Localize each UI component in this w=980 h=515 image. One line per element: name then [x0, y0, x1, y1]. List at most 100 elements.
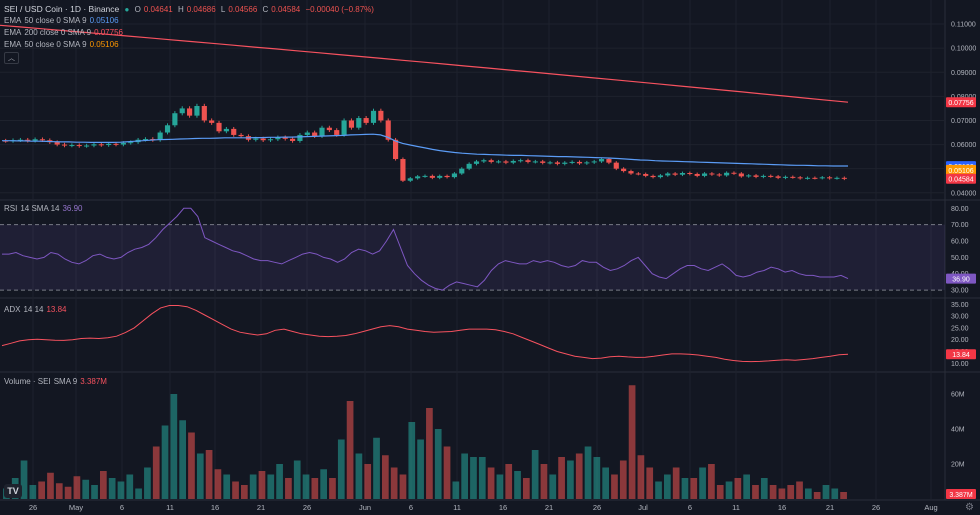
candle-body: [819, 177, 825, 179]
volume-bar: [108, 478, 116, 499]
adx-params: 14 14: [23, 305, 44, 314]
volume-bar: [364, 464, 372, 499]
volume-bar: [29, 485, 37, 499]
rsi-legend[interactable]: RSI 14 SMA 14 36.90: [4, 204, 86, 214]
candle-body: [613, 162, 619, 169]
volume-bar: [672, 467, 680, 499]
rsi-value: 36.90: [62, 204, 83, 213]
candle-body: [665, 173, 671, 176]
volume-bar: [381, 455, 389, 499]
volume-bar: [452, 481, 460, 499]
candle-body: [679, 173, 686, 175]
candle-body: [98, 144, 104, 146]
candle-body: [142, 139, 149, 141]
rsi-value-label: 36.90: [952, 277, 970, 284]
volume-bar: [575, 453, 583, 499]
volume-bar: [804, 488, 812, 499]
volume-tick-label: 60M: [951, 392, 965, 399]
price-label: 0.07756: [948, 100, 973, 107]
rsi-line: [2, 207, 849, 291]
volume-bar: [55, 483, 63, 499]
volume-bar: [743, 474, 751, 499]
candle-body: [172, 113, 178, 126]
candle-body: [84, 145, 90, 147]
volume-bar: [311, 478, 319, 499]
volume-bar: [487, 467, 495, 499]
x-tick-label: 21: [826, 503, 834, 512]
volume-bar: [64, 486, 72, 499]
x-tick-label: 11: [453, 503, 461, 512]
ema50b-name: EMA: [4, 40, 22, 49]
volume-bar: [787, 485, 795, 499]
ema50-params: 50 close 0 SMA 9: [24, 16, 87, 25]
adx-line: [1, 305, 849, 363]
rsi-label-bg: [946, 273, 976, 284]
ema50-legend[interactable]: EMA 50 close 0 SMA 9 0.05106: [4, 16, 122, 26]
candle-body: [392, 139, 399, 160]
symbol-title[interactable]: SEI / USD Coin · 1D · Binance: [4, 4, 120, 14]
candle-body: [768, 175, 774, 177]
volume-tick-label: 40M: [951, 427, 965, 434]
candle-body: [503, 161, 509, 163]
high-value: 0.04686: [186, 5, 216, 14]
price-label: 0.05106: [948, 168, 973, 175]
price-label-bg: [946, 97, 976, 108]
adx-tick-label: 20.00: [951, 337, 969, 344]
volume-bar: [73, 476, 81, 499]
volume-bar: [91, 485, 98, 499]
volume-bar: [170, 394, 178, 499]
candle-body: [201, 106, 207, 121]
candle-body: [304, 132, 310, 135]
candle-body: [69, 145, 75, 147]
price-label-bg: [946, 164, 976, 175]
candle-body: [17, 139, 23, 141]
candle-body: [834, 177, 840, 179]
candle-body: [812, 177, 818, 179]
ema50b-value: 0.05106: [89, 40, 119, 49]
candle-body: [473, 161, 480, 164]
candle-body: [341, 120, 347, 135]
rsi-tick-label: 30.00: [951, 288, 969, 295]
candle-body: [400, 159, 406, 181]
volume-bar: [82, 479, 90, 499]
volume-bar: [822, 485, 830, 499]
candle-body: [216, 122, 222, 132]
candle-body: [194, 106, 200, 116]
candle-body: [841, 177, 847, 179]
candle-body: [275, 137, 281, 140]
adx-legend[interactable]: ADX 14 14 13.84: [4, 305, 70, 315]
ema200-params: 200 close 0 SMA 9: [24, 28, 92, 37]
ema200-name: EMA: [4, 28, 22, 37]
volume-bar: [20, 460, 28, 499]
candle-body: [32, 139, 38, 141]
volume-bar: [840, 492, 847, 499]
volume-bar: [373, 437, 380, 499]
rsi-tick-label: 50.00: [951, 255, 969, 262]
candle-body: [297, 134, 303, 141]
volume-bar: [443, 446, 451, 499]
ema200-legend[interactable]: EMA 200 close 0 SMA 9 0.07756: [4, 28, 126, 38]
gear-icon[interactable]: ⚙: [965, 502, 974, 513]
volume-bar: [249, 474, 257, 499]
volume-legend[interactable]: Volume · SEI SMA 9 3.387M: [4, 377, 110, 387]
tradingview-logo[interactable]: TV: [4, 484, 22, 498]
price-tick-label: 0.09000: [951, 70, 976, 77]
candle-body: [348, 120, 355, 128]
volume-bar: [285, 478, 292, 499]
candle-body: [628, 171, 634, 174]
volume-bar: [681, 478, 689, 499]
candle-body: [731, 172, 737, 174]
adx-tick-label: 30.00: [951, 314, 969, 321]
rsi-tick-label: 60.00: [951, 239, 969, 246]
ema50-line: [2, 133, 848, 167]
ema50b-legend[interactable]: EMA 50 close 0 SMA 9 0.05106: [4, 40, 122, 50]
candle-body: [709, 173, 715, 175]
candle-body: [290, 138, 296, 141]
candle-body: [672, 173, 678, 175]
volume-bar: [214, 469, 222, 499]
volume-bar: [558, 457, 565, 499]
chevron-up-icon[interactable]: ︿: [4, 52, 19, 64]
volume-bar: [769, 485, 777, 499]
candle-body: [584, 162, 590, 164]
